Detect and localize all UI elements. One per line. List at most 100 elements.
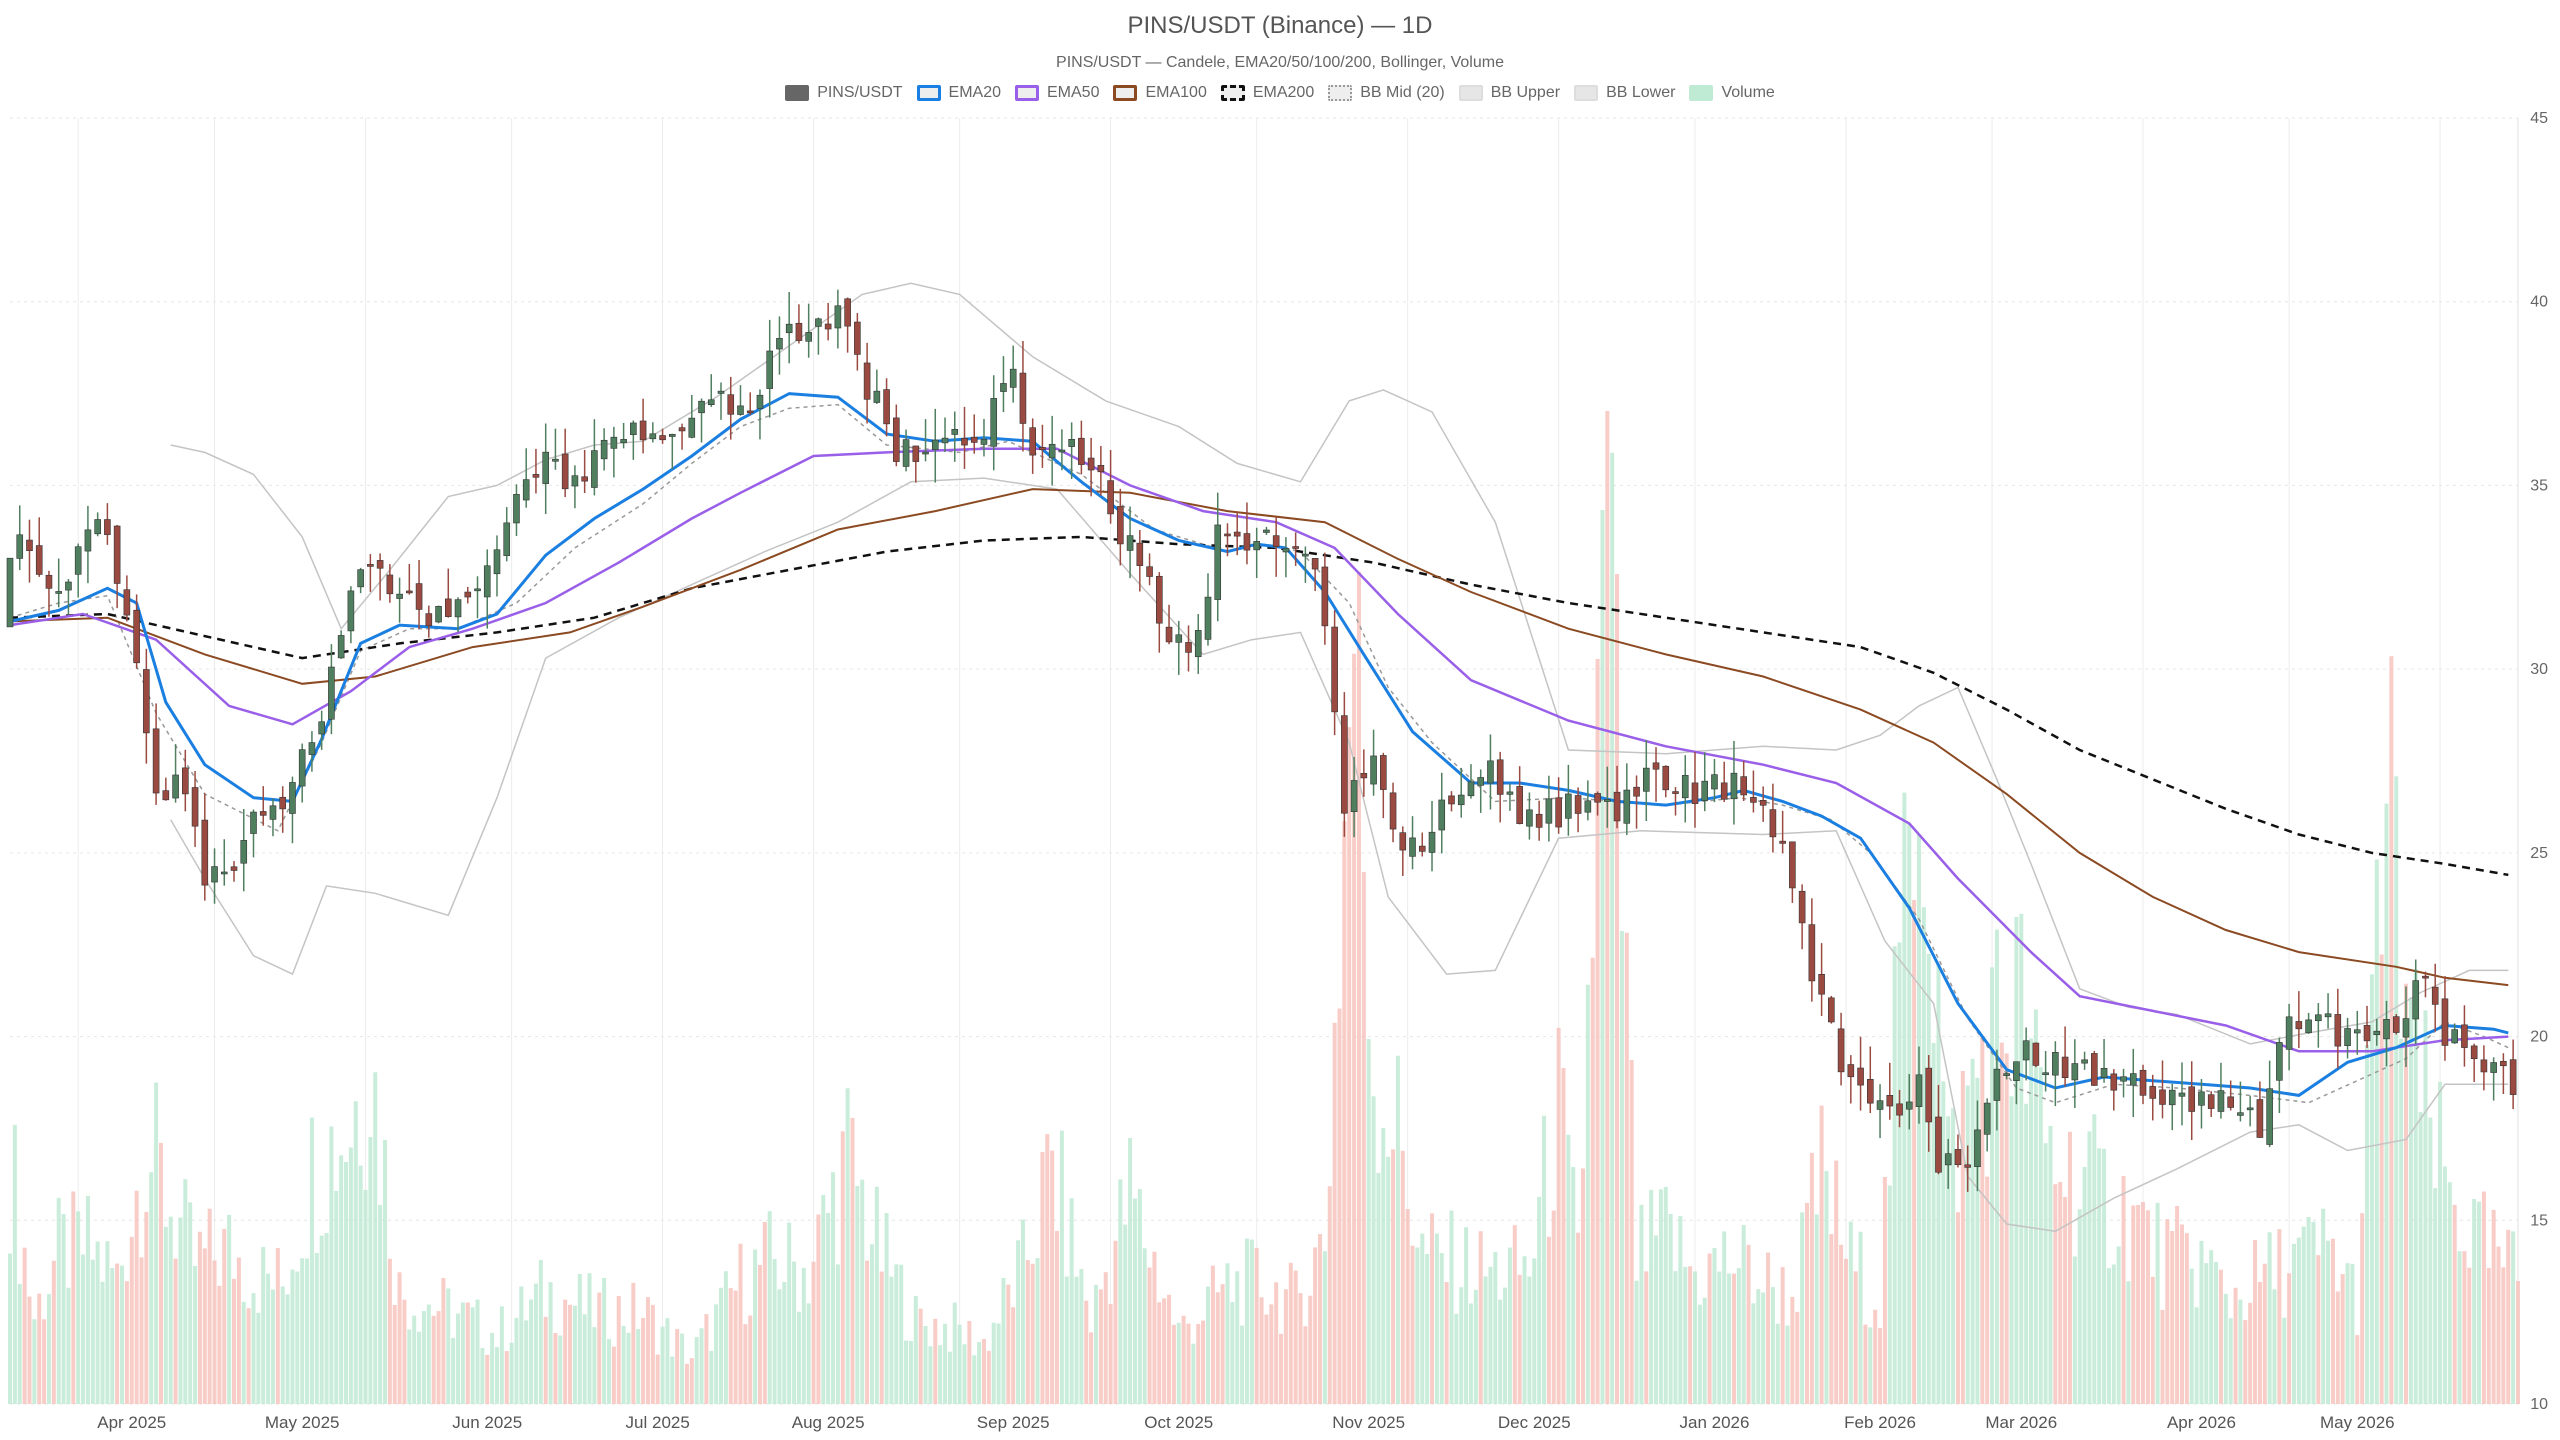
volume-bar [2472,1199,2477,1404]
volume-bar [689,1358,694,1404]
candle-body [259,811,267,816]
candle-body [1730,772,1738,800]
volume-bar [850,1117,855,1404]
volume-bar [2360,1213,2365,1404]
volume-bar [908,1341,913,1404]
candle-body [230,866,238,871]
candle-body [1263,529,1270,533]
candle-body [1350,780,1358,813]
volume-bar [32,1319,37,1404]
volume-bar [2043,1143,2048,1404]
candle-body [1604,799,1611,802]
candle-body [1087,457,1095,471]
volume-bar [1181,1315,1186,1404]
candle-body [376,560,384,569]
candle-body [785,323,793,334]
candle-body [2022,1040,2030,1061]
volume-bar [1434,1233,1439,1404]
volume-bar [1697,1304,1702,1404]
volume-bar [475,1299,480,1404]
volume-bar [76,1211,81,1404]
bb-upper-line [170,282,2509,1045]
volume-bar [494,1347,499,1404]
volume-bar [2058,1181,2063,1404]
volume-bar [1980,1035,1985,1404]
volume-bar [1532,1258,1537,1404]
volume-bar [1561,1068,1566,1404]
candle-body [2091,1053,2098,1086]
candle-body [2246,1107,2254,1111]
ema100-line [9,488,2509,987]
volume-bar [2209,1250,2214,1404]
volume-bar [324,1232,329,1404]
volume-bar [1814,1214,1819,1404]
volume-bar [1011,1307,1016,1404]
volume-bar [1264,1314,1269,1404]
volume-bar [202,1248,207,1404]
candle-body [2100,1067,2108,1078]
volume-bar [2199,1240,2204,1404]
x-tick-label: Jan 2026 [1679,1413,1749,1432]
candle-body [1681,774,1689,799]
candle-body [1691,782,1699,804]
volume-bar [1576,1232,1581,1404]
legend-item: EMA100 [1113,84,1207,102]
volume-bar [1376,1172,1381,1404]
candle-body [1302,553,1309,557]
volume-bar [2141,1202,2146,1404]
volume-bar [733,1290,738,1404]
volume-bar [2097,1148,2102,1404]
legend-label: BB Mid (20) [1360,84,1445,101]
volume-bar [1951,1108,1956,1404]
candle-body [1633,786,1640,797]
volume-bar [524,1320,529,1404]
volume-bar [1663,1186,1668,1404]
volume-bar [699,1328,704,1404]
volume-bar [2277,1229,2282,1404]
volume-bar [572,1305,577,1404]
volume-bar [1259,1297,1264,1404]
volume-bar [266,1273,271,1404]
volume-bar [787,1222,792,1404]
candle-body [980,438,988,445]
candle-body [1448,795,1455,805]
volume-bar [1386,1156,1391,1404]
candle-body [1214,524,1222,600]
volume-bar [2033,1009,2038,1404]
volume-bar [2126,1281,2131,1404]
volume-bar [1941,1081,1946,1404]
candle-body [600,439,608,460]
volume-bar [1887,1185,1892,1404]
candle-body [220,871,228,875]
candle-body [990,398,998,447]
volume-bar [1308,1295,1313,1404]
volume-bar [1137,1189,1142,1404]
candle-body [2198,1091,2205,1106]
legend-label: EMA200 [1252,84,1315,101]
volume-bar [1167,1294,1172,1404]
candle-body [2285,1016,2293,1050]
candle-body [1233,531,1241,537]
volume-bar [1337,1008,1342,1404]
volume-bar [1084,1300,1089,1404]
volume-bar [1809,1152,1814,1404]
candle-body [513,494,520,524]
volume-bar [655,1354,660,1404]
chart-title: PINS/USDT (Binance) — 1D [1127,12,1433,39]
volume-bar [2423,1010,2428,1404]
candle-body [425,613,433,627]
candle-body [1798,890,1806,924]
volume-bar [1171,1324,1176,1404]
volume-bar [1868,1327,1873,1404]
volume-bar [1624,932,1629,1404]
candle-body [1876,1100,1884,1110]
volume-bar [1074,1276,1079,1404]
volume-bar [811,1261,816,1404]
candle-body [1117,506,1124,545]
volume-bar [319,1235,324,1404]
candle-body [2276,1042,2283,1081]
volume-bar [923,1326,928,1404]
volume-bar [2194,1307,2199,1404]
volume-bar [957,1324,962,1404]
candlesticks [6,289,2517,1192]
